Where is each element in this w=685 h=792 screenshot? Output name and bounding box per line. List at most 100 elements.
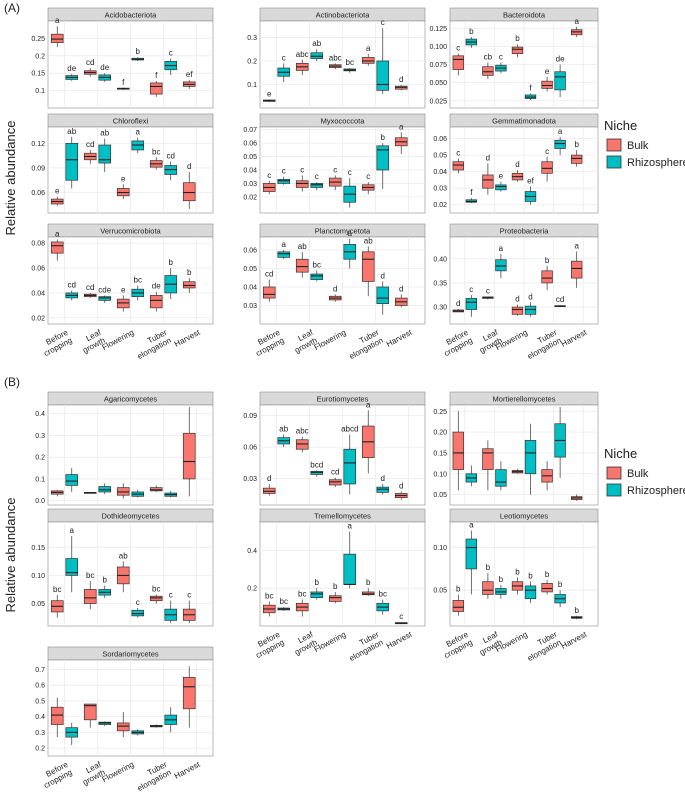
- panel-myxococcota: Myxococcota***0.020.030.040.050.060.07cc…: [243, 113, 426, 214]
- x-tick-label: Leafgrowth: [77, 327, 107, 355]
- significance-letter: bc: [152, 585, 160, 594]
- significance-letter: c: [456, 148, 460, 157]
- box-rhizosphere: c: [465, 285, 477, 317]
- significance-letter: ab: [298, 242, 307, 251]
- box-bulk: c: [182, 591, 196, 624]
- facet-title: Planctomycetota: [315, 227, 371, 236]
- significance-letter: bc: [280, 597, 288, 606]
- box-body: [554, 71, 566, 91]
- facet-title: Agaricomycetes: [104, 395, 158, 404]
- facet-title: Dothideomycetes: [102, 512, 160, 521]
- y-tick-label: 0.40: [433, 256, 447, 263]
- box-rhizosphere: a: [495, 244, 507, 279]
- box-bulk: d: [394, 481, 408, 500]
- significance-letter: c: [169, 49, 173, 58]
- box-body: [495, 469, 507, 487]
- box-rhizosphere: b: [376, 133, 390, 189]
- significance-letter: e: [267, 90, 272, 99]
- box-body: [116, 722, 130, 732]
- significance-letter: a: [366, 44, 371, 53]
- significance-letter: b: [574, 140, 579, 149]
- y-tick-label: 0.04: [433, 169, 447, 176]
- y-tick-label: 0.6: [35, 683, 45, 690]
- significance-letter: c: [333, 165, 337, 174]
- box-bulk: d: [394, 284, 408, 308]
- box-rhizosphere: de: [65, 64, 79, 81]
- y-tick-label: 0.08: [31, 241, 45, 248]
- significance-letter: a: [499, 244, 504, 253]
- box-bulk: abc: [296, 50, 309, 76]
- legend-title: Niche: [604, 118, 637, 133]
- significance-letter: e: [499, 172, 504, 181]
- legend-label-bulk: Bulk: [627, 468, 649, 480]
- panel-verrucomicrobiota: Verrucomicrobiota***0.020.040.060.08acdc…: [31, 223, 214, 361]
- significance-letter: abcd: [341, 424, 358, 433]
- significance-letter: f: [470, 188, 473, 197]
- significance-letter: cd: [265, 270, 273, 279]
- box-body: [524, 440, 537, 475]
- legend-title: Niche: [604, 446, 637, 461]
- box-rhizosphere: c: [343, 168, 357, 208]
- significance-letter: a: [399, 122, 404, 131]
- box-bulk: cd: [83, 58, 97, 77]
- significance-letter: b: [469, 27, 474, 36]
- significance-letter: b: [169, 258, 174, 267]
- box-rhizosphere: c: [310, 172, 324, 191]
- box-rhizosphere: d: [376, 271, 390, 315]
- box-bulk: c: [361, 172, 375, 195]
- box-rhizosphere: b: [310, 578, 324, 600]
- y-tick-label: 0.25: [31, 36, 45, 43]
- box-body: [482, 448, 494, 470]
- box-body: [571, 154, 583, 164]
- x-tick-word: Flowering: [313, 328, 348, 352]
- significance-letter: b: [515, 567, 520, 576]
- significance-letter: d: [456, 299, 460, 308]
- y-tick-label: 0.15: [433, 450, 447, 457]
- x-tick-word: Harvest: [560, 327, 589, 348]
- box-body: [182, 676, 196, 710]
- x-tick-word: Harvest: [560, 629, 589, 650]
- box-bulk: bc: [83, 571, 97, 610]
- facet-title: Bacteroidota: [503, 11, 546, 20]
- box-bulk: [182, 407, 196, 497]
- panel-actinobacteriota: Actinobacteriota***0.10.20.3ecabcababcbc…: [247, 7, 426, 109]
- significance-letter: d: [333, 284, 337, 293]
- significance-letter: de: [100, 63, 109, 72]
- significance-letter: f: [155, 71, 158, 80]
- y-tick-label: 0.03: [243, 303, 257, 310]
- box-bulk: a: [571, 17, 583, 37]
- panel-a-label: (A): [4, 1, 20, 15]
- significance-letter: f: [529, 84, 532, 93]
- significance-letter: c: [282, 53, 286, 62]
- box-body: [277, 179, 291, 184]
- significance-letter: a: [348, 521, 353, 530]
- significance-letter: bc: [265, 591, 273, 600]
- box-bulk: b: [571, 140, 583, 167]
- box-bulk: ab: [361, 236, 375, 297]
- box-bulk: b: [482, 563, 494, 599]
- facet-title: Acidobacteriota: [105, 11, 158, 20]
- box-rhizosphere: ef: [524, 177, 537, 205]
- box-bulk: ab: [295, 242, 309, 278]
- y-tick-label: 0.04: [31, 290, 45, 297]
- x-tick-label: Tuberelongation: [522, 630, 563, 663]
- ylabel-panel-a: Relative abundance: [3, 121, 18, 236]
- box-body: [50, 33, 64, 43]
- facet-title: Gemmatimonadota: [492, 117, 557, 126]
- x-tick-label: Leafgrowth: [77, 759, 107, 787]
- legend-label-bulk: Bulk: [627, 140, 649, 152]
- box-bulk: b: [328, 582, 342, 604]
- box-body: [98, 296, 112, 301]
- box-body: [482, 66, 494, 76]
- box-body: [343, 448, 357, 485]
- y-tick-label: 0.100: [429, 44, 447, 51]
- panel-proteobacteria: Proteobacteria***0.300.350.40dccaddbcdaB…: [433, 223, 599, 361]
- box-body: [295, 258, 309, 273]
- box-rhizosphere: de: [98, 63, 112, 82]
- box-bulk: bc: [262, 591, 276, 617]
- box-bulk: b: [541, 256, 553, 291]
- x-tick-label: Beforecropping: [38, 328, 74, 359]
- significance-letter: a: [70, 526, 75, 535]
- box-body: [524, 305, 537, 315]
